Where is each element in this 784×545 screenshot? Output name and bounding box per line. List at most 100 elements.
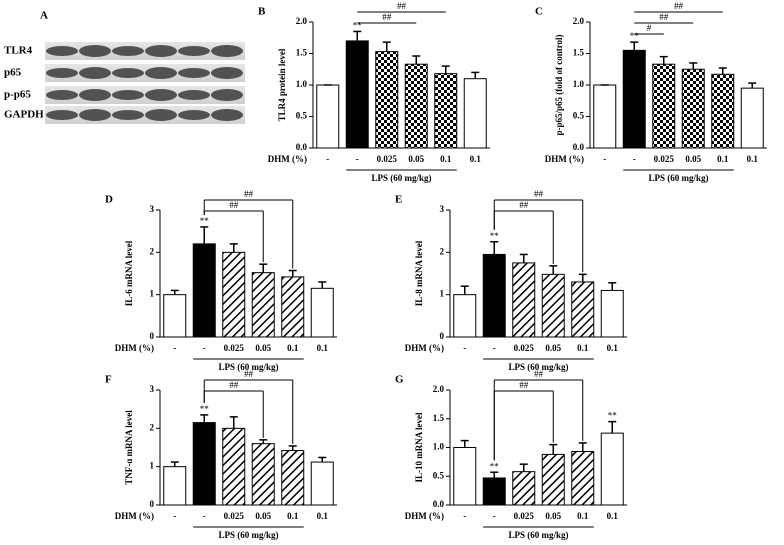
- y-axis-label: p-p65/p65 (fold of control): [554, 34, 564, 135]
- x-tick-label: 0.05: [408, 154, 424, 164]
- bracket-label: ##: [674, 1, 684, 11]
- bar: [463, 78, 487, 149]
- blot-band: [145, 109, 177, 121]
- x-tick-label: 0.025: [224, 343, 245, 353]
- y-tick-label: 2: [440, 246, 445, 256]
- y-tick-label: 2: [150, 246, 155, 256]
- x-tick-label: 0.1: [317, 511, 329, 521]
- bracket-label: ##: [244, 189, 254, 199]
- blot-band: [112, 46, 144, 56]
- y-tick-label: 0.5: [573, 111, 585, 121]
- x-tick-label: 0.1: [470, 154, 482, 164]
- bracket-label: ##: [659, 12, 669, 22]
- bar: [453, 294, 477, 338]
- bar: [571, 451, 595, 506]
- blot-band: [79, 89, 111, 101]
- x-tick-label: 0.1: [317, 343, 329, 353]
- bar: [281, 450, 305, 506]
- bracket-label: ##: [244, 369, 254, 379]
- x-tick-label: 0.025: [377, 154, 398, 164]
- bar: [163, 466, 187, 506]
- x-tick-label: 0.025: [224, 511, 245, 521]
- x-tick-label: -: [463, 511, 466, 521]
- bar: [681, 68, 705, 149]
- bar: [541, 273, 565, 338]
- x-tick-label: -: [203, 343, 206, 353]
- x-tick-label: -: [463, 343, 466, 353]
- y-tick-label: 0.0: [433, 499, 445, 509]
- y-axis-label: TLR4 protein level: [277, 48, 287, 121]
- bar: [512, 262, 536, 338]
- y-tick-label: 1.0: [296, 79, 308, 89]
- y-tick-label: 0.5: [433, 470, 445, 480]
- blot-band: [112, 68, 144, 78]
- bar: [600, 289, 624, 338]
- x-tick-label: 0.05: [255, 343, 271, 353]
- bar: [482, 477, 506, 506]
- panel-letter: A: [40, 10, 48, 22]
- blot-label: p65: [4, 67, 22, 79]
- bracket-label: ##: [534, 369, 544, 379]
- bracket-label: ##: [229, 380, 239, 390]
- y-tick-label: 1: [150, 461, 155, 471]
- x-tick-label: -: [326, 154, 329, 164]
- x-tick-label: 0.05: [685, 154, 701, 164]
- significance-star: **: [200, 404, 210, 414]
- significance-star: **: [608, 411, 618, 421]
- blot-band: [211, 45, 243, 57]
- y-axis-label: IL-8 mRNA level: [414, 240, 424, 306]
- x-tick-label: -: [173, 343, 176, 353]
- blot-band: [145, 67, 177, 79]
- bracket-label: ##: [397, 1, 407, 11]
- y-tick-label: 0: [440, 331, 445, 341]
- bar: [571, 281, 595, 338]
- bar: [316, 84, 340, 149]
- blot-label: TLR4: [4, 45, 33, 57]
- blot-band: [145, 45, 177, 57]
- x-tick-label: 0.05: [545, 343, 561, 353]
- x-tick-label: 0.1: [607, 511, 619, 521]
- blot-band: [211, 109, 243, 121]
- blot-band: [46, 68, 78, 78]
- group-label: LPS (60 mg/kg): [508, 362, 568, 372]
- bar: [163, 294, 187, 338]
- x-axis-label: DHM (%): [115, 343, 154, 353]
- blot-band: [112, 110, 144, 120]
- bar: [512, 471, 536, 506]
- blot-band: [112, 90, 144, 100]
- blot-band: [145, 89, 177, 101]
- y-axis-label: IL-10 mRNA level: [414, 412, 424, 482]
- x-tick-label: 0.1: [577, 511, 589, 521]
- x-tick-label: 0.05: [255, 511, 271, 521]
- blot-band: [211, 89, 243, 101]
- bar: [192, 422, 216, 506]
- panel-letter: C: [535, 6, 543, 18]
- blot-band: [79, 67, 111, 79]
- bar: [192, 243, 216, 338]
- bar: [251, 443, 275, 506]
- y-tick-label: 2.0: [296, 16, 308, 26]
- significance-star: **: [490, 461, 500, 471]
- bracket-label: ##: [229, 200, 239, 210]
- bar: [310, 287, 334, 338]
- panel-letter: E: [395, 194, 402, 206]
- x-axis-label: DHM (%): [405, 343, 444, 353]
- blot-band: [178, 68, 210, 78]
- significance-star: **: [353, 21, 363, 31]
- x-tick-label: -: [493, 343, 496, 353]
- bar: [281, 276, 305, 338]
- bracket-label: #: [647, 23, 652, 33]
- bar: [222, 427, 246, 506]
- x-tick-label: 0.025: [654, 154, 675, 164]
- y-tick-label: 1.5: [433, 413, 445, 423]
- y-tick-label: 0.0: [296, 142, 308, 152]
- x-tick-label: 0.1: [577, 343, 589, 353]
- group-label: LPS (60 mg/kg): [218, 530, 278, 540]
- bar: [375, 51, 399, 149]
- group-label: LPS (60 mg/kg): [218, 362, 278, 372]
- bracket-label: ##: [519, 380, 529, 390]
- bar: [740, 87, 764, 149]
- y-tick-label: 1.5: [296, 48, 308, 58]
- significance-star: **: [200, 216, 210, 226]
